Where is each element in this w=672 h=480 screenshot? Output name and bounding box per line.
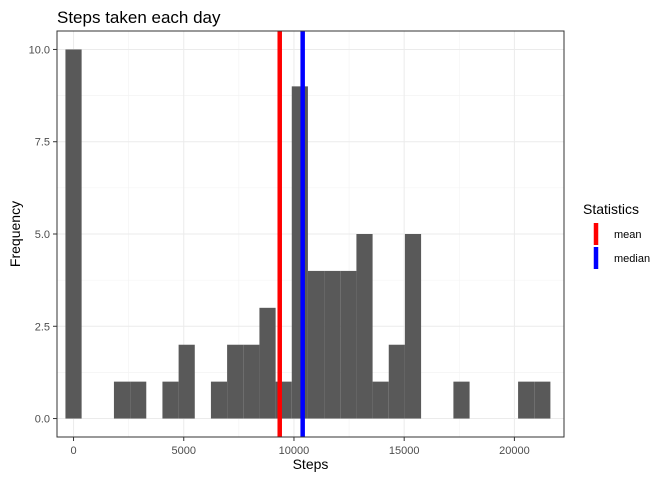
histogram-bar — [162, 381, 179, 419]
x-tick-label: 10000 — [279, 445, 310, 457]
histogram-bar — [65, 49, 82, 419]
x-axis-title: Steps — [293, 456, 329, 472]
histogram-bar — [404, 234, 422, 419]
legend: Statistics mean median — [583, 201, 650, 269]
histogram-bar — [130, 381, 147, 419]
histogram-bar — [324, 270, 341, 419]
legend-title: Statistics — [583, 201, 639, 217]
x-axis-ticks: 0 5000 10000 15000 20000 — [70, 437, 530, 457]
histogram-bar — [210, 381, 228, 419]
y-tick-label: 2.5 — [35, 321, 50, 333]
legend-entries: mean median — [593, 223, 650, 269]
histogram-bar — [534, 381, 551, 419]
y-tick-label: 10.0 — [29, 44, 50, 56]
histogram-bar — [372, 381, 389, 419]
x-tick-label: 0 — [70, 445, 76, 457]
y-tick-label: 5.0 — [35, 229, 50, 241]
y-tick-label: 7.5 — [35, 137, 50, 149]
histogram-bar — [356, 234, 373, 419]
histogram-bar — [113, 381, 131, 419]
legend-label-mean: mean — [614, 229, 642, 241]
histogram-bar — [340, 270, 357, 419]
histogram-bar — [259, 307, 276, 419]
x-tick-label: 20000 — [499, 445, 530, 457]
y-axis-ticks: 0.0 2.5 5.0 7.5 10.0 — [29, 44, 57, 426]
histogram-bar — [307, 270, 325, 419]
y-axis-title: Frequency — [7, 201, 23, 267]
histogram-bar — [243, 344, 260, 419]
histogram-bars — [65, 49, 551, 419]
histogram-bar — [291, 86, 308, 419]
x-tick-label: 5000 — [172, 445, 196, 457]
histogram-bar — [178, 344, 195, 419]
statistic-lines — [277, 31, 305, 437]
y-tick-label: 0.0 — [35, 414, 50, 426]
histogram-bar — [227, 344, 244, 419]
histogram-bar — [518, 381, 535, 419]
histogram-bar — [453, 381, 470, 419]
x-tick-label: 15000 — [389, 445, 420, 457]
legend-label-median: median — [614, 253, 650, 265]
histogram-bar — [388, 344, 405, 419]
chart-title: Steps taken each day — [57, 8, 221, 27]
